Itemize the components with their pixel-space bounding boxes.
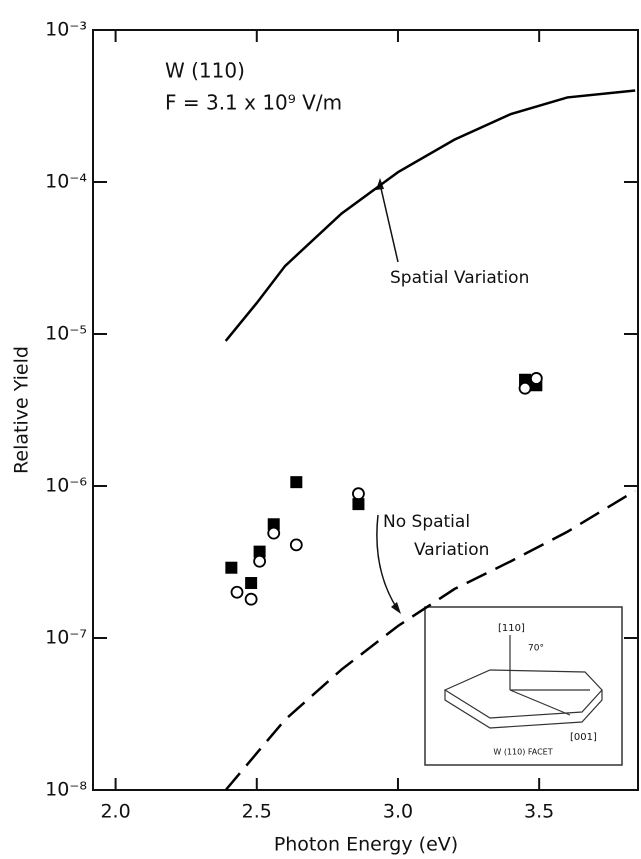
annotation: Spatial Variation (390, 268, 529, 288)
y-tick-label: 10⁻⁵ (45, 323, 87, 345)
arrowhead (391, 602, 401, 614)
marker-circle (267, 526, 281, 540)
marker-circle (352, 487, 365, 501)
x-tick-label: 3.5 (524, 801, 554, 823)
marker-square (352, 498, 365, 511)
x-axis-title: Photon Energy (eV) (274, 834, 458, 856)
axes (509, 635, 590, 716)
marker-circle (253, 554, 267, 568)
marker-square (253, 545, 266, 558)
annotation: Variation (414, 540, 489, 560)
y-tick-label: 10⁻⁷ (45, 627, 87, 649)
inset-label: 70° (528, 644, 544, 654)
y-tick-label: 10⁻⁸ (45, 779, 87, 801)
inset-label: [001] (570, 732, 597, 743)
marker-circle (529, 372, 543, 385)
marker-square (290, 476, 303, 489)
marker-square (245, 577, 258, 590)
facet-edge (444, 690, 603, 729)
marker-square (225, 561, 238, 574)
plot-frame (92, 29, 639, 791)
marker-circle (289, 538, 303, 552)
marker-square (267, 518, 280, 531)
x-tick-label: 2.5 (242, 801, 272, 823)
marker-circle (244, 592, 258, 606)
arrow (376, 514, 399, 611)
y-tick-label: 10⁻⁶ (45, 475, 87, 497)
marker-circle (230, 585, 244, 599)
x-tick-label: 2.0 (100, 801, 130, 823)
y-axis-title: Relative Yield (11, 346, 33, 474)
marker-circle (518, 381, 532, 395)
x-tick-label: 3.0 (383, 801, 413, 823)
inset-title: W (110) FACET (493, 748, 552, 757)
annotation: W (110) (165, 59, 245, 83)
inset-label: [110] (498, 623, 525, 634)
y-tick-label: 10⁻⁴ (45, 171, 87, 193)
inset-frame (424, 606, 623, 766)
y-tick-label: 10⁻³ (45, 19, 87, 41)
inset: [110] 70° [001] W (110) FACET (424, 606, 623, 766)
annotation: F = 3.1 x 10⁹ V/m (165, 91, 342, 115)
annotation: No Spatial (383, 512, 470, 532)
curve (224, 89, 636, 342)
arrow (379, 183, 399, 263)
curve (224, 489, 636, 791)
